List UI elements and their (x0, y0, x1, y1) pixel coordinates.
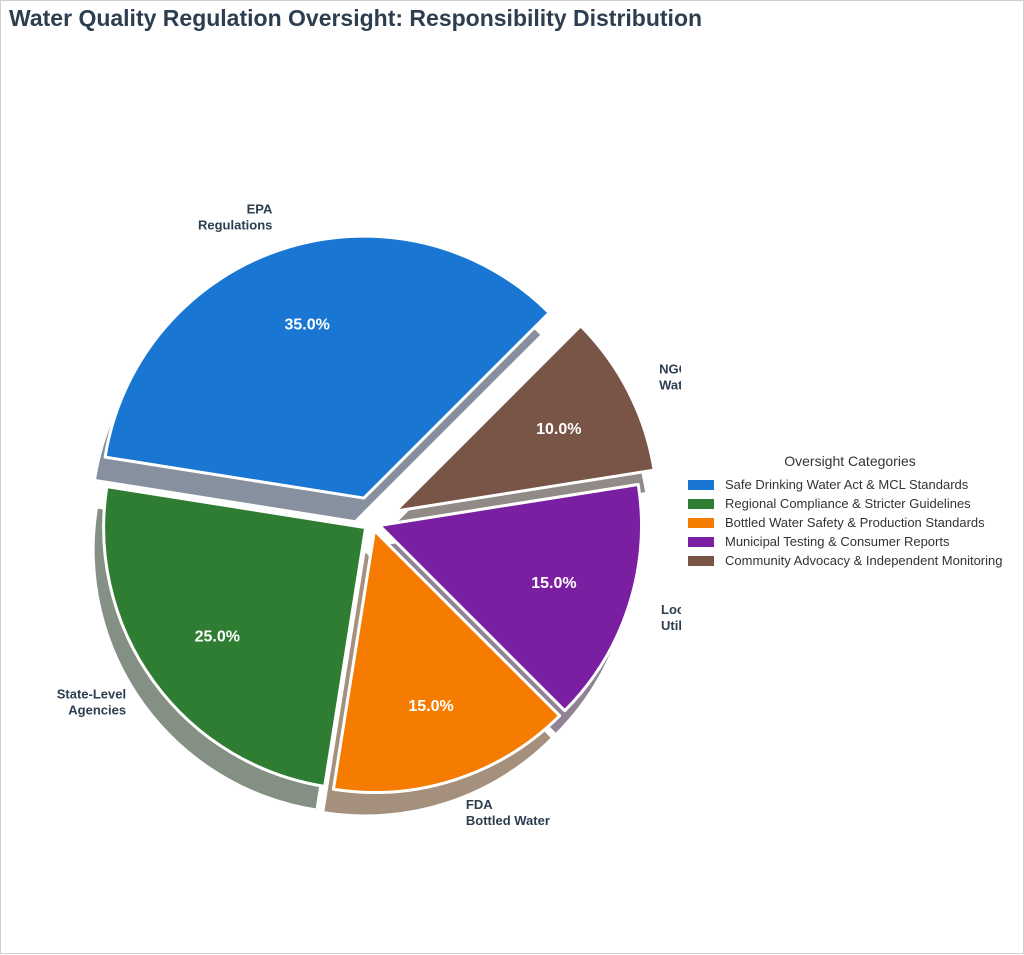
legend-items: Safe Drinking Water Act & MCL Standards R… (688, 475, 1018, 570)
legend-title: Oversight Categories (784, 453, 916, 469)
slice-category-label: FDA Bottled Water (466, 797, 550, 828)
pie-slice (393, 324, 656, 513)
slice-percent-label: 35.0% (285, 317, 330, 334)
legend: Oversight Categories Safe Drinking Water… (688, 453, 1018, 570)
slice-category-label-line: Regulations (198, 218, 272, 233)
pie-slice (103, 234, 551, 500)
slice-category-label-line: Utilities (661, 618, 681, 633)
legend-swatch (688, 536, 714, 547)
legend-item: Safe Drinking Water Act & MCL Standards (688, 475, 1018, 494)
slice-percent-label: 15.0% (408, 698, 453, 715)
slices (102, 234, 656, 794)
slice-category-label-line: Local (661, 602, 681, 617)
legend-swatch (688, 555, 714, 566)
pie-slice (377, 482, 643, 713)
slice-category-label-line: Agencies (68, 703, 126, 718)
slice-category-label: EPA Regulations (198, 202, 273, 233)
legend-label: Regional Compliance & Stricter Guideline… (725, 496, 971, 511)
slice-category-label-line: NGO (659, 362, 681, 377)
legend-swatch (688, 498, 714, 509)
pie-slice (102, 485, 368, 788)
legend-item: Community Advocacy & Independent Monitor… (688, 551, 1018, 570)
slice-percent-label: 15.0% (531, 575, 576, 592)
slice-category-label-line: EPA (247, 202, 273, 217)
pie-chart: 35.0% EPA Regulations 25.0% State-Level Agenc… (57, 202, 681, 829)
slice-category-label-line: State-Level (57, 687, 126, 702)
slice-category-label-line: Bottled Water (466, 813, 550, 828)
chart-title: Water Quality Regulation Oversight: Resp… (9, 5, 703, 31)
legend-item: Municipal Testing & Consumer Reports (688, 532, 1018, 551)
pie-slice (331, 528, 562, 794)
slice-percent-label: 25.0% (195, 628, 240, 645)
slice-category-label: NGOWatchdogs (659, 362, 681, 393)
slice-category-label-line: Watchdogs (659, 378, 681, 393)
legend-swatch (688, 479, 714, 490)
legend-label: Municipal Testing & Consumer Reports (725, 534, 950, 549)
slice-category-label-line: FDA (466, 797, 493, 812)
slice-percent-label: 10.0% (536, 421, 581, 438)
slice-category-label: State-Level Agencies (57, 687, 126, 718)
legend-item: Regional Compliance & Stricter Guideline… (688, 494, 1018, 513)
legend-item: Bottled Water Safety & Production Standa… (688, 513, 1018, 532)
slice-labels: 35.0% EPA Regulations 25.0% State-Level Agenc… (57, 202, 681, 829)
legend-swatch (688, 517, 714, 528)
legend-label: Bottled Water Safety & Production Standa… (725, 515, 985, 530)
legend-label: Community Advocacy & Independent Monitor… (725, 553, 1003, 568)
legend-label: Safe Drinking Water Act & MCL Standards (725, 477, 969, 492)
slice-category-label: LocalUtilities (661, 602, 681, 633)
